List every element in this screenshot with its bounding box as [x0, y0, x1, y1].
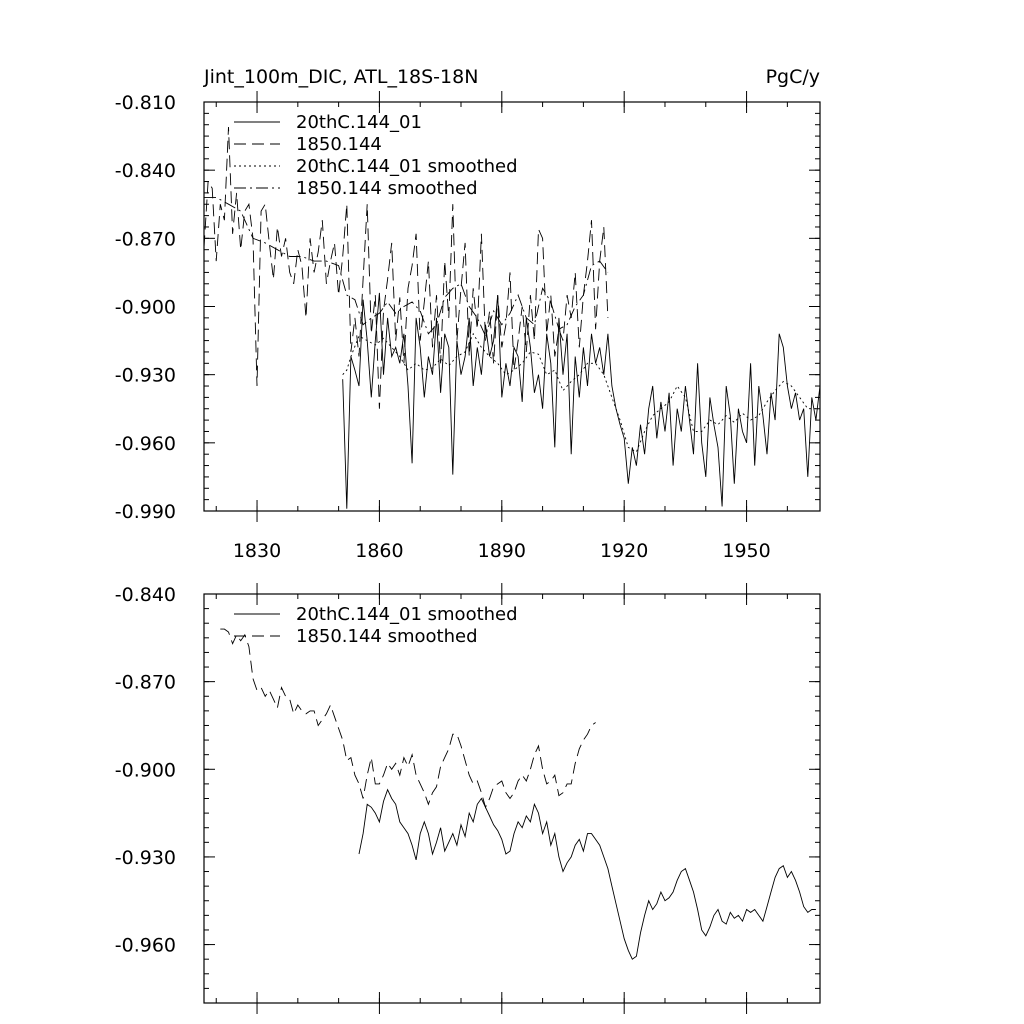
legend-label: 20thC.144_01	[296, 112, 422, 133]
y-tick-label: -0.810	[115, 92, 176, 114]
series-line	[204, 196, 609, 338]
x-tick-label: 1950	[722, 540, 770, 562]
legend-label: 20thC.144_01 smoothed	[296, 604, 518, 625]
series-line	[220, 628, 596, 809]
y-tick-label: -0.900	[115, 759, 176, 781]
y-tick-label: -0.960	[115, 935, 176, 957]
series-line	[342, 332, 816, 453]
legend-label: 1850.144 smoothed	[296, 178, 478, 199]
legend-label: 1850.144	[296, 134, 382, 155]
y-tick-label: -0.840	[115, 160, 176, 182]
x-tick-label: 1920	[600, 540, 648, 562]
y-tick-label: -0.990	[115, 501, 176, 523]
plot-frame	[203, 593, 821, 1004]
y-tick-label: -0.930	[115, 365, 176, 387]
x-tick-label: 1890	[478, 540, 526, 562]
series-line	[203, 126, 609, 409]
y-tick-label: -0.960	[115, 433, 176, 455]
x-tick-label: 1830	[233, 540, 281, 562]
y-tick-label: -0.870	[115, 228, 176, 250]
y-tick-label: -0.930	[115, 847, 176, 869]
series-layer	[203, 126, 821, 509]
series-layer	[220, 628, 816, 960]
bottom-panel: -0.840 -0.870 -0.900 -0.930 -0.960 20thC.144…	[115, 583, 821, 1014]
units-label: PgC/y	[766, 66, 820, 88]
axis-ticks: -0.840 -0.870 -0.900 -0.930 -0.960	[115, 583, 820, 1014]
legend-label: 20thC.144_01 smoothed	[296, 156, 518, 177]
y-tick-label: -0.840	[115, 584, 176, 606]
legend-label: 1850.144 smoothed	[296, 626, 478, 647]
chart-title: Jint_100m_DIC, ATL_18S-18N	[203, 66, 478, 88]
series-line	[358, 788, 816, 960]
top-panel: Jint_100m_DIC, ATL_18S-18N PgC/y -0.810-…	[115, 66, 821, 562]
axis-ticks: -0.810 -0.840 -0.870 -0.900 -0.930 -0.960 -0.9…	[115, 91, 820, 562]
y-tick-label: -0.870	[115, 672, 176, 694]
x-tick-label: 1860	[355, 540, 403, 562]
y-tick-label: -0.900	[115, 297, 176, 319]
